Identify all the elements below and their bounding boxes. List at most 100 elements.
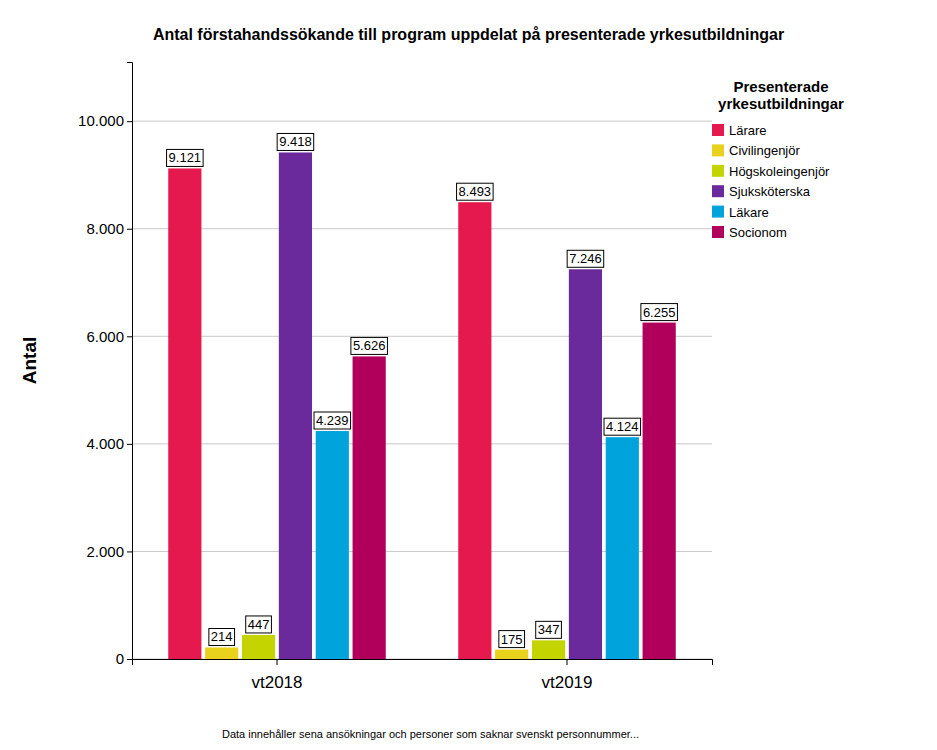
legend-label: Civilingenjör <box>729 143 800 158</box>
data-label-box <box>209 628 235 645</box>
legend-swatch <box>712 226 724 238</box>
bar <box>569 269 602 659</box>
x-axis-line <box>133 660 713 666</box>
legend-label: Sjuksköterska <box>729 184 811 199</box>
data-label-box <box>536 621 562 638</box>
legend-label: Lärare <box>729 123 767 138</box>
data-label-box <box>167 149 204 166</box>
bar <box>458 202 491 659</box>
data-label-box <box>277 133 314 150</box>
data-label: 7.246 <box>567 250 604 267</box>
legend-swatch <box>712 124 724 136</box>
y-tick-mark <box>127 336 132 337</box>
title: Antal förstahandssökande till program up… <box>153 26 784 43</box>
bar <box>495 650 528 659</box>
data-label: 175 <box>499 631 525 648</box>
legend-swatch <box>712 206 724 218</box>
data-label: 4.124 <box>604 418 641 435</box>
data-label: 9.418 <box>277 133 314 150</box>
footnote: Data innehåller sena ansökningar och per… <box>222 728 639 740</box>
data-label: 5.626 <box>351 337 388 354</box>
data-label: 447 <box>246 616 272 633</box>
data-label-text: 7.246 <box>569 251 602 266</box>
y-tick-label: 6.000 <box>86 328 124 345</box>
bar <box>205 647 238 659</box>
data-label-text: 5.626 <box>353 338 386 353</box>
data-label-box <box>457 183 494 200</box>
y-tick-label: 0 <box>116 650 124 667</box>
x-tick-mark <box>277 659 278 665</box>
grid-line <box>132 336 712 337</box>
x-tick-label: vt2019 <box>541 673 592 692</box>
y-tick: 4.000 <box>86 435 132 452</box>
data-label-box <box>314 412 351 429</box>
data-label-box <box>567 250 604 267</box>
data-label: 8.493 <box>457 183 494 200</box>
x-tick-label: vt2018 <box>251 673 302 692</box>
data-label-text: 175 <box>501 632 523 647</box>
grid-line <box>132 228 712 229</box>
data-label-text: 9.121 <box>169 150 202 165</box>
bar <box>643 323 676 659</box>
legend-label: Högskoleingenjör <box>729 164 830 179</box>
x-tick: vt2018 <box>251 659 302 692</box>
y-axis: 0 2.000 4.000 6.000 8.000 10.000 <box>78 63 132 668</box>
bar <box>279 152 312 659</box>
legend: Presenteradeyrkesutbildningar Lärare Civil… <box>712 78 844 240</box>
data-label: 6.255 <box>641 304 678 321</box>
x-axis: vt2018 vt2019 <box>133 659 713 692</box>
data-label: 4.239 <box>314 412 351 429</box>
y-tick: 2.000 <box>86 543 132 560</box>
y-tick: 10.000 <box>78 112 132 129</box>
legend-swatch <box>712 144 724 156</box>
data-label-text: 347 <box>538 622 560 637</box>
data-label: 214 <box>209 628 235 645</box>
data-label-box <box>604 418 641 435</box>
legend-swatch <box>712 165 724 177</box>
data-label-text: 4.124 <box>606 419 639 434</box>
data-label-text: 8.493 <box>459 184 492 199</box>
y-tick-label: 10.000 <box>78 112 124 129</box>
y-tick: 8.000 <box>86 220 132 237</box>
data-label-box <box>351 337 388 354</box>
bars <box>168 152 676 659</box>
y-tick: 6.000 <box>86 328 132 345</box>
grid-line <box>132 121 712 122</box>
x-tick-mark <box>567 659 568 665</box>
data-label-text: 9.418 <box>279 134 312 149</box>
y-tick-mark <box>127 444 132 445</box>
grid <box>132 121 712 659</box>
data-labels: 9.121 8.493 214 175 447 347 9.418 7.246 4.239 4.1… <box>167 133 678 647</box>
data-label-box <box>499 631 525 648</box>
y-tick-mark <box>127 551 132 552</box>
legend-title: Presenteradeyrkesutbildningar <box>718 78 844 112</box>
legend-swatch <box>712 185 724 197</box>
data-label: 9.121 <box>167 149 204 166</box>
bar <box>168 168 201 659</box>
y-tick-label: 4.000 <box>86 435 124 452</box>
y-tick: 0 <box>116 650 132 667</box>
data-label-text: 6.255 <box>643 305 676 320</box>
data-label-text: 4.239 <box>316 413 349 428</box>
legend-label: Socionom <box>729 225 787 240</box>
y-tick-label: 8.000 <box>86 220 124 237</box>
data-label-text: 214 <box>211 629 233 644</box>
data-label-box <box>641 304 678 321</box>
data-label-box <box>246 616 272 633</box>
chart: Antal förstahandssökande till program up… <box>0 0 937 750</box>
y-axis-line <box>127 63 133 660</box>
y-tick-mark <box>127 229 132 230</box>
bar <box>242 635 275 659</box>
legend-label: Läkare <box>729 205 769 220</box>
x-tick: vt2019 <box>541 659 592 692</box>
y-axis-title: Antal <box>19 337 40 385</box>
y-tick-mark <box>127 659 132 660</box>
y-tick-label: 2.000 <box>86 543 124 560</box>
y-tick-mark <box>127 121 132 122</box>
bar <box>316 431 349 659</box>
bar <box>606 437 639 659</box>
data-label-text: 447 <box>248 617 270 632</box>
bar <box>532 640 565 659</box>
data-label: 347 <box>536 621 562 638</box>
bar <box>353 356 386 659</box>
